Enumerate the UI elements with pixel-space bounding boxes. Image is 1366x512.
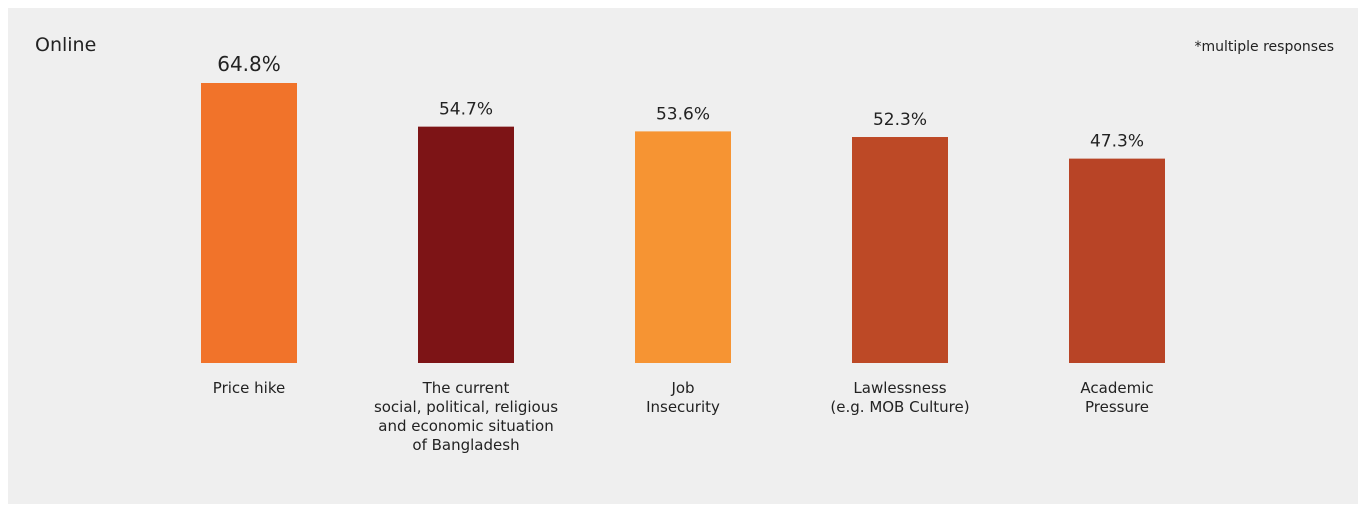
chart-panel: Online *multiple responses 64.8% Price hi… [8, 8, 1358, 504]
bar-0 [201, 83, 297, 363]
value-label-4: 47.3% [1090, 132, 1144, 152]
bar-1 [418, 126, 514, 364]
category-label-3: Lawlessness (e.g. MOB Culture) [830, 379, 969, 416]
value-label-1: 54.7% [439, 100, 493, 120]
bar-chart: 64.8% Price hike 54.7% The current social, p… [201, 52, 1165, 454]
value-label-0: 64.8% [217, 52, 281, 76]
chart-note: *multiple responses [1194, 39, 1334, 55]
chart-title: Online [35, 34, 97, 56]
category-label-1: The current social, political, religious a… [374, 379, 558, 454]
bar-3 [852, 137, 948, 363]
bar-2 [635, 131, 731, 363]
value-label-3: 52.3% [873, 110, 927, 130]
category-label-2: Job Insecurity [646, 379, 720, 416]
category-label-4: Academic Pressure [1080, 379, 1153, 416]
category-label-0: Price hike [213, 379, 285, 397]
bar-4 [1069, 158, 1165, 363]
value-label-2: 53.6% [656, 104, 710, 124]
